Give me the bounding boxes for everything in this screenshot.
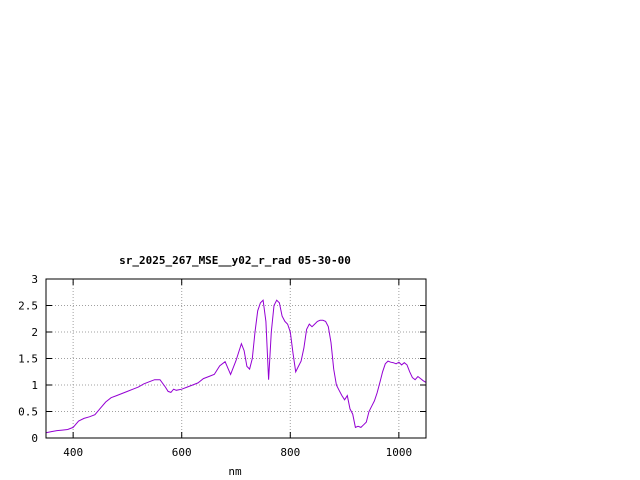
- y-tick-label: 3: [31, 273, 38, 286]
- y-tick-label: 1: [31, 379, 38, 392]
- grid-lines: [46, 279, 426, 438]
- x-tick-label: 600: [172, 446, 192, 459]
- plot-frame: [45, 278, 427, 439]
- y-tick-label: 1.5: [18, 353, 38, 366]
- x-axis: 400 600 800 1000: [63, 279, 412, 459]
- x-axis-label: nm: [228, 465, 242, 478]
- y-tick-label: 0: [31, 432, 38, 445]
- y-tick-label: 0.5: [18, 406, 38, 419]
- chart-title: sr_2025_267_MSE__y02_r_rad 05-30-00: [119, 254, 351, 267]
- plot-series: [45, 299, 427, 434]
- x-tick-label: 400: [63, 446, 83, 459]
- y-tick-label: 2.5: [18, 300, 38, 313]
- x-tick-label: 1000: [386, 446, 413, 459]
- y-tick-label: 2: [31, 326, 38, 339]
- x-tick-label: 800: [280, 446, 300, 459]
- series-line: [45, 299, 427, 434]
